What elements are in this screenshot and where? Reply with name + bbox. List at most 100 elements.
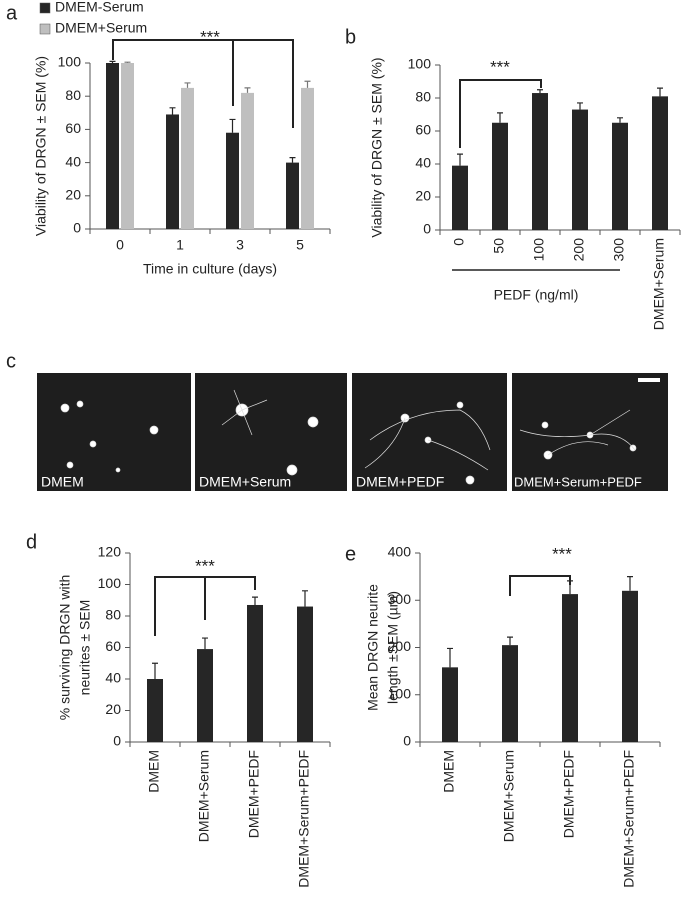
error-bar <box>184 82 191 88</box>
y-tick-label: 0 <box>423 221 431 237</box>
error-bar <box>627 576 633 591</box>
error-bar <box>252 596 258 605</box>
error-bar <box>302 590 308 607</box>
significance: *** <box>552 544 572 563</box>
error-bar <box>169 107 176 115</box>
error-bar <box>617 117 623 123</box>
bar <box>286 162 299 229</box>
bar <box>301 87 314 230</box>
bar <box>166 114 179 229</box>
error-bar <box>447 647 453 668</box>
y-tick-label: 40 <box>65 153 81 169</box>
y-tick-label: 100 <box>98 575 122 591</box>
error-bar <box>244 87 251 93</box>
error-bar <box>304 80 311 88</box>
image-label: DMEM <box>41 474 84 490</box>
bar <box>652 96 668 230</box>
y-axis-label: Viability of DRGN ± SEM (%) <box>369 57 385 237</box>
significance: *** <box>200 27 220 46</box>
y-tick-label: 0 <box>403 733 411 749</box>
x-tick-label: DMEM <box>146 750 162 793</box>
error-bar <box>202 637 208 650</box>
panel-letter: e <box>345 543 356 565</box>
error-bar <box>124 61 131 63</box>
group-label: PEDF (ng/ml) <box>494 287 579 303</box>
x-tick-label: 5 <box>296 237 304 253</box>
x-tick-label: DMEM+Serum+PEDF <box>621 750 637 888</box>
x-tick-label: DMEM+PEDF <box>561 750 577 838</box>
bar <box>532 93 548 230</box>
legend-swatch <box>39 23 51 35</box>
bar <box>502 645 518 742</box>
error-bar <box>657 87 663 97</box>
x-tick-label: 100 <box>531 238 547 262</box>
y-tick-label: 60 <box>65 120 81 136</box>
cells <box>60 378 660 485</box>
x-tick-label: 300 <box>611 238 627 262</box>
significance-bracket <box>112 39 294 128</box>
y-tick-label: 100 <box>388 685 412 701</box>
error-bar <box>537 89 543 94</box>
panel-c: c DMEM DMEM+Serum DMEM+PEDF DMEM+Serum+P… <box>6 350 668 491</box>
y-tick-label: 200 <box>388 638 412 654</box>
x-tick-label: DMEM+Serum <box>651 238 667 330</box>
y-axis-label: Mean DRGN neurite <box>365 584 381 711</box>
y-tick-label: 0 <box>73 220 81 236</box>
panel-letter: d <box>26 531 37 553</box>
y-tick-label: 20 <box>415 188 431 204</box>
legend-swatch <box>39 2 51 14</box>
y-tick-label: 400 <box>388 544 412 560</box>
image-label: DMEM+Serum <box>199 474 291 490</box>
bar <box>492 122 508 230</box>
y-tick-label: 40 <box>105 670 121 686</box>
x-tick-label: DMEM+Serum+PEDF <box>296 750 312 888</box>
y-tick-label: 80 <box>105 607 121 623</box>
y-tick-label: 60 <box>415 122 431 138</box>
x-tick-label: DMEM+Serum <box>501 750 517 842</box>
error-bar <box>457 153 463 166</box>
y-tick-label: 0 <box>113 733 121 749</box>
image-label: DMEM+Serum+PEDF <box>514 474 642 489</box>
bar <box>442 667 458 742</box>
y-tick-label: 100 <box>58 54 82 70</box>
x-tick-label: DMEM+PEDF <box>246 750 262 838</box>
error-bar <box>289 157 296 163</box>
legend-label: DMEM-Serum <box>55 0 144 15</box>
bar <box>612 122 628 230</box>
bar <box>622 590 638 742</box>
y-axis-label: Viability of DRGN ± SEM (%) <box>33 56 49 236</box>
x-tick-label: DMEM+Serum <box>196 750 212 842</box>
image-label: DMEM+PEDF <box>356 474 444 490</box>
x-tick-label: 3 <box>236 237 244 253</box>
bar <box>147 679 163 742</box>
y-axis-label: length ±SEM (µm) <box>385 591 401 704</box>
bar <box>297 606 313 742</box>
panel-letter: b <box>345 26 356 48</box>
y-tick-label: 20 <box>105 701 121 717</box>
y-axis-label: neurites ± SEM <box>77 600 93 696</box>
x-tick-label: 0 <box>451 238 467 246</box>
y-tick-label: 40 <box>415 155 431 171</box>
y-tick-label: 80 <box>415 89 431 105</box>
significance-bracket <box>154 576 256 636</box>
bar <box>121 63 134 229</box>
significance-bracket <box>509 575 571 596</box>
micrograph <box>37 373 191 491</box>
x-tick-label: 50 <box>491 238 507 254</box>
scale-bar <box>638 378 660 382</box>
x-tick-label: 1 <box>176 237 184 253</box>
legend-label: DMEM+Serum <box>55 20 147 36</box>
panel-letter: a <box>6 2 18 24</box>
bar <box>226 132 239 229</box>
x-tick-label: DMEM <box>441 750 457 793</box>
micrograph <box>195 373 347 491</box>
error-bar <box>497 112 503 123</box>
bar <box>106 63 119 229</box>
error-bar <box>109 60 116 63</box>
error-bar <box>229 118 236 133</box>
bar <box>572 109 588 230</box>
error-bar <box>507 636 513 646</box>
y-tick-label: 300 <box>388 591 412 607</box>
bar <box>181 87 194 230</box>
